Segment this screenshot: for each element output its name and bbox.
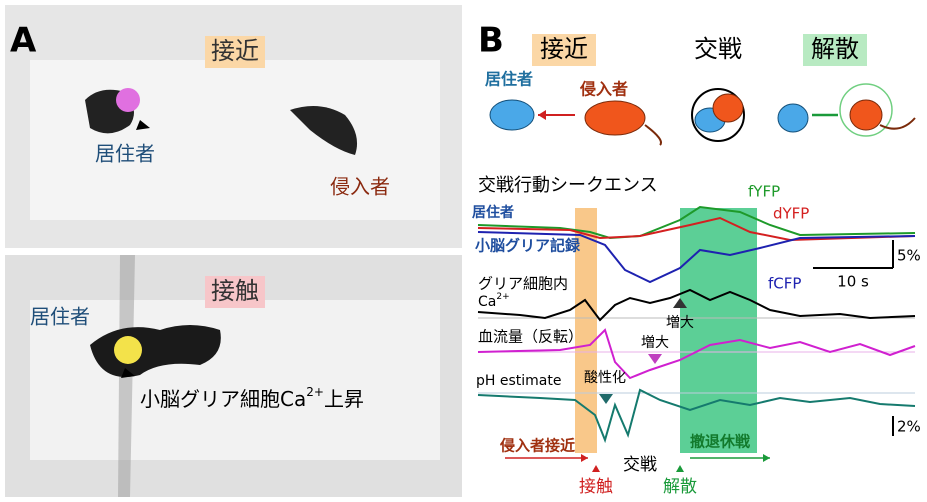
cage-floor — [30, 60, 440, 220]
scale-label: 10 s — [837, 273, 869, 291]
marker-yellow — [114, 336, 142, 364]
label: 侵入者 — [579, 80, 628, 99]
fight-circle — [691, 88, 745, 142]
annotation: 増大 — [641, 335, 669, 351]
event-label: 解散 — [663, 477, 697, 497]
arrow-head — [763, 454, 770, 462]
scale-label: 5% — [897, 247, 921, 265]
pointer — [136, 120, 150, 130]
label-bg — [532, 34, 596, 66]
note-end: 上昇 — [324, 387, 364, 411]
marker — [676, 465, 684, 472]
label: 血流量（反転） — [478, 328, 583, 346]
subtitle: 交戦行動シークエンス — [478, 175, 658, 196]
disperse-circle — [839, 83, 893, 137]
approach-band — [575, 208, 597, 453]
annotation: 酸性化 — [584, 370, 626, 386]
label: dYFP — [773, 205, 809, 223]
label: Ca2+ — [478, 292, 510, 311]
label: グリア細胞内 — [478, 275, 568, 293]
label: 小脳グリア記録 — [475, 237, 581, 255]
title: 接触 — [211, 277, 259, 305]
mouse-orange — [584, 100, 646, 136]
arrow-head — [538, 110, 546, 120]
phase: 交戦 — [694, 35, 742, 63]
tail — [879, 117, 916, 130]
trace-ph — [477, 388, 916, 444]
label-bg — [205, 36, 265, 68]
marker — [592, 465, 600, 472]
panel-label: B — [478, 21, 504, 61]
label: 居住者 — [472, 204, 514, 221]
marker — [648, 354, 662, 364]
note: 小脳グリア細胞Ca2+上昇 — [140, 385, 364, 411]
trace-ca — [477, 288, 916, 322]
label: pH estimate — [476, 373, 561, 389]
label: 居住者 — [485, 70, 533, 89]
label-sup: 2+ — [496, 292, 509, 302]
label-bg — [205, 276, 265, 308]
title: 接近 — [211, 37, 259, 65]
label-bg — [803, 34, 867, 66]
phase-label: 交戦 — [623, 455, 657, 475]
mouse-blue — [489, 99, 535, 131]
phase: 接近 — [540, 35, 588, 63]
label: 侵入者 — [330, 175, 390, 199]
label: fYFP — [748, 183, 780, 201]
label: fCFP — [768, 275, 801, 293]
trace-dyfp — [477, 216, 916, 242]
note-sup: 2+ — [306, 385, 324, 399]
phase-label: 撤退休戦 — [690, 433, 751, 451]
mouse-orange — [712, 93, 744, 123]
annotation: 増大 — [666, 315, 694, 331]
mouse-orange — [849, 99, 883, 131]
mouse-blue — [777, 103, 809, 133]
label-text: Ca — [478, 294, 496, 310]
marker — [673, 298, 687, 308]
trace-fcfp — [477, 231, 916, 284]
label: 居住者 — [30, 305, 90, 329]
trace-fyfp — [477, 205, 916, 240]
mouse-intruder — [290, 106, 358, 155]
arrow-head — [581, 454, 588, 462]
cage-floor — [30, 300, 440, 460]
marker — [599, 394, 613, 404]
retreat-band — [680, 208, 757, 453]
label: 居住者 — [95, 142, 155, 166]
phase-label: 侵入者接近 — [499, 437, 575, 455]
phase: 解散 — [811, 35, 859, 63]
tail — [644, 124, 662, 146]
scale-label: 2% — [897, 418, 921, 436]
trace-blood — [477, 328, 916, 380]
pointer — [121, 368, 135, 378]
marker-pink — [116, 88, 140, 112]
event-label: 接触 — [579, 477, 613, 497]
panel-label: A — [10, 21, 37, 61]
note-text: 小脳グリア細胞Ca — [140, 387, 306, 411]
